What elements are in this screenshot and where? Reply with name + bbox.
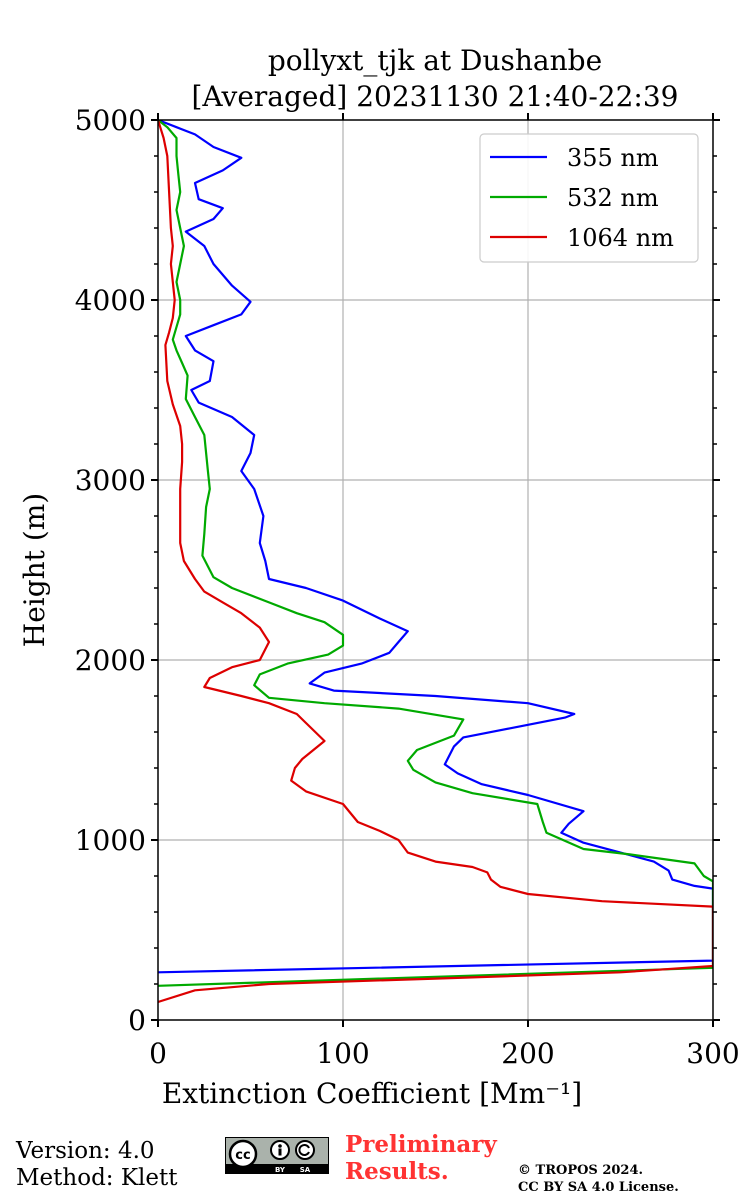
copyright-text: © TROPOS 2024.: [518, 1163, 644, 1178]
cc-text: cc: [235, 1148, 250, 1163]
legend: 355 nm 532 nm 1064 nm: [479, 133, 699, 263]
x-tick-label: 200: [501, 1037, 554, 1070]
legend-label: 1064 nm: [567, 224, 674, 252]
chart-title: pollyxt_tjk at Dushanbe: [268, 44, 602, 77]
series-layer: [158, 120, 713, 1004]
by-text: BY: [275, 1166, 286, 1174]
y-tick-label: 4000: [75, 284, 146, 317]
legend-box: [479, 133, 699, 263]
x-axis-label: Extinction Coefficient [Mm⁻¹]: [162, 1077, 582, 1110]
results-label: Results.: [345, 1158, 449, 1185]
legend-label: 355 nm: [567, 144, 659, 172]
x-tick-label: 300: [686, 1037, 739, 1070]
preliminary-label: Preliminary: [345, 1131, 497, 1158]
y-tick-label: 1000: [75, 824, 146, 857]
license-text: CC BY SA 4.0 License.: [518, 1180, 679, 1195]
version-text: Version: 4.0: [16, 1138, 155, 1164]
plot-frame: [157, 119, 714, 1021]
series-line-355-nm: [158, 120, 713, 974]
y-tick-label: 5000: [75, 104, 146, 137]
legend-label: 532 nm: [567, 184, 659, 212]
y-tick-label: 0: [128, 1004, 146, 1037]
x-tick-label: 100: [316, 1037, 369, 1070]
method-text: Method: Klett: [16, 1165, 178, 1191]
cc-by-sa-license-icon: cc BY SA: [225, 1137, 329, 1174]
series-line-1064-nm: [158, 120, 713, 1004]
y-tick-label: 2000: [75, 644, 146, 677]
grid: [158, 120, 713, 1020]
y-axis-label: Height (m): [18, 493, 51, 647]
series-line-532-nm: [158, 120, 713, 987]
y-tick-label: 3000: [75, 464, 146, 497]
sa-text: SA: [300, 1166, 311, 1174]
x-tick-label: 0: [149, 1037, 167, 1070]
chart-subtitle: [Averaged] 20231130 21:40-22:39: [192, 80, 679, 113]
